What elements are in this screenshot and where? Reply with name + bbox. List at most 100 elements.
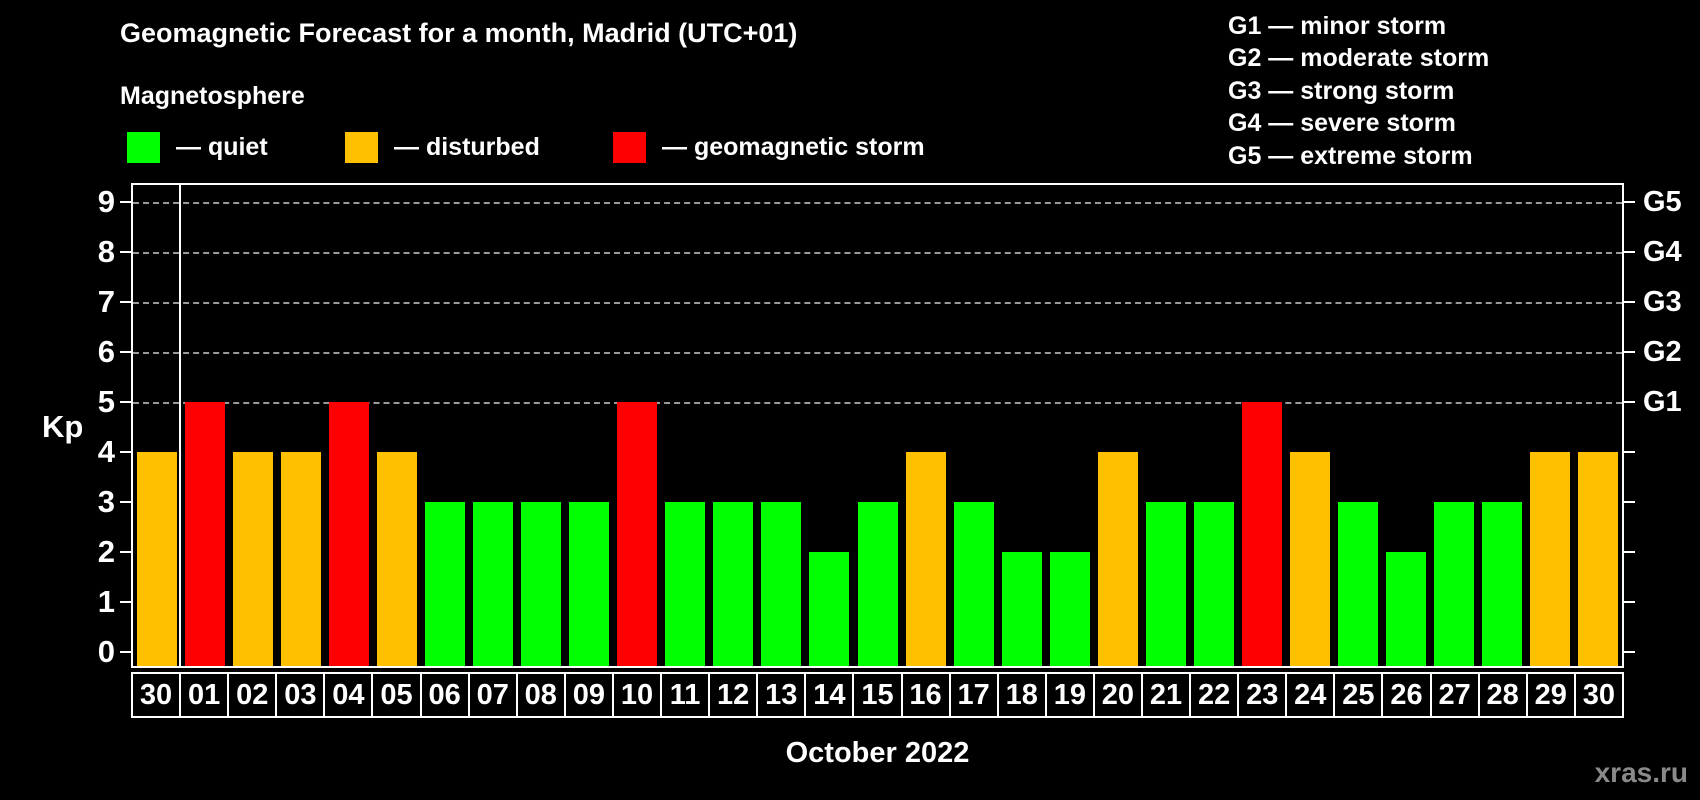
kp-bar-day-04 (329, 402, 370, 666)
x-axis-day-labels: 30 01 02 03 04 05 06 07 08 09 10 11 12 13 14 15 16 17 18 19… (131, 672, 1624, 718)
kp-bar-day-03 (281, 452, 322, 666)
y-tick-mark-left-0 (120, 651, 131, 653)
day-cell-04: 04 (323, 672, 372, 718)
kp-bar-day-30 (137, 452, 178, 666)
y-tick-mark-left-2 (120, 551, 131, 553)
y-tick-mark-right-4 (1624, 451, 1635, 453)
kp-bar-day-27 (1433, 502, 1474, 666)
y-tick-mark-right-2 (1624, 551, 1635, 553)
day-cell-30: 30 (1573, 672, 1624, 718)
kp-bar-day-13 (761, 502, 802, 666)
right-axis-label-G2: G2 (1643, 336, 1682, 368)
day-cell-26: 26 (1381, 672, 1430, 718)
y-tick-label-4: 4 (97, 434, 115, 469)
y-tick-mark-left-7 (120, 301, 131, 303)
right-axis-label-G5: G5 (1643, 186, 1682, 218)
right-axis-label-G3: G3 (1643, 286, 1682, 318)
y-axis-title: Kp (42, 409, 84, 444)
disturbed-swatch-icon (345, 131, 378, 163)
y-tick-mark-left-3 (120, 501, 131, 503)
legend-label-quiet: — quiet (176, 132, 268, 161)
day-cell-05: 05 (371, 672, 420, 718)
y-tick-mark-left-8 (120, 251, 131, 253)
day-cell-29: 29 (1525, 672, 1574, 718)
y-tick-mark-right-0 (1624, 651, 1635, 653)
y-tick-label-9: 9 (97, 184, 115, 219)
legend-item-quiet: — quiet (127, 131, 268, 163)
page-title: Geomagnetic Forecast for a month, Madrid… (120, 18, 798, 48)
day-cell-27: 27 (1429, 672, 1478, 718)
y-tick-mark-left-9 (120, 201, 131, 203)
day-cell-21: 21 (1140, 672, 1190, 718)
kp-bar-day-21 (1145, 502, 1186, 666)
quiet-swatch-icon (127, 131, 160, 163)
kp-bar-day-20 (1097, 452, 1138, 666)
day-cell-11: 11 (660, 672, 709, 718)
day-cell-08: 08 (515, 672, 564, 718)
kp-bar-day-02 (233, 452, 274, 666)
day-cell-10: 10 (611, 672, 661, 718)
gridline-kp9 (133, 202, 1622, 204)
plot-area (131, 183, 1624, 668)
y-tick-label-8: 8 (97, 234, 115, 269)
day-cell-25: 25 (1333, 672, 1382, 718)
day-cell-02: 02 (227, 672, 276, 718)
gridline-kp8 (133, 252, 1622, 254)
y-tick-label-1: 1 (97, 584, 115, 619)
day-cell-22: 22 (1189, 672, 1238, 718)
kp-bar-day-10 (617, 402, 658, 666)
legend-item-storm: — geomagnetic storm (613, 131, 925, 163)
y-tick-mark-right-6 (1624, 351, 1635, 353)
y-tick-mark-right-3 (1624, 501, 1635, 503)
y-tick-mark-right-8 (1624, 251, 1635, 253)
y-tick-label-0: 0 (97, 634, 115, 669)
g-scale-legend: G1 — minor storm G2 — moderate storm G3 — … (1228, 10, 1489, 172)
day-cell-16: 16 (900, 672, 949, 718)
gridline-kp6 (133, 352, 1622, 354)
g-legend-line-5: G5 — extreme storm (1228, 141, 1473, 170)
y-tick-label-6: 6 (97, 334, 115, 369)
day-cell-07: 07 (467, 672, 516, 718)
kp-bar-day-17 (953, 502, 994, 666)
y-tick-mark-left-1 (120, 601, 131, 603)
day-cell-01: 01 (179, 672, 228, 718)
y-tick-label-3: 3 (97, 484, 115, 519)
kp-bar-day-23 (1241, 402, 1282, 666)
day-cell-09: 09 (563, 672, 612, 718)
kp-bar-day-14 (809, 552, 850, 666)
right-axis-label-G1: G1 (1643, 386, 1682, 418)
kp-bar-day-19 (1049, 552, 1090, 666)
y-tick-mark-left-5 (120, 401, 131, 403)
y-tick-label-2: 2 (97, 534, 115, 569)
kp-bar-day-30 (1577, 452, 1618, 666)
y-tick-mark-right-9 (1624, 201, 1635, 203)
y-tick-mark-right-5 (1624, 401, 1635, 403)
kp-bar-day-18 (1001, 552, 1042, 666)
day-cell-19: 19 (1044, 672, 1093, 718)
day-cell-15: 15 (852, 672, 901, 718)
legend-label-disturbed: — disturbed (394, 132, 540, 161)
right-axis-label-G4: G4 (1643, 236, 1682, 268)
day-cell-20: 20 (1092, 672, 1141, 718)
gridline-kp7 (133, 302, 1622, 304)
day-cell-13: 13 (756, 672, 805, 718)
kp-bar-day-09 (569, 502, 610, 666)
day-cell-12: 12 (708, 672, 757, 718)
g-legend-line-2: G2 — moderate storm (1228, 44, 1490, 73)
kp-bar-day-24 (1289, 452, 1330, 666)
y-tick-mark-left-6 (120, 351, 131, 353)
y-tick-label-7: 7 (97, 284, 115, 319)
y-tick-mark-right-1 (1624, 601, 1635, 603)
storm-swatch-icon (613, 131, 646, 163)
kp-bar-day-22 (1193, 502, 1234, 666)
kp-bar-day-05 (377, 452, 418, 666)
month-separator-line (179, 185, 182, 666)
gridline-kp5 (133, 402, 1622, 404)
g-legend-line-4: G4 — severe storm (1228, 109, 1456, 138)
kp-bar-day-07 (473, 502, 514, 666)
x-axis-title: October 2022 (785, 737, 970, 769)
day-cell-18: 18 (996, 672, 1045, 718)
kp-bar-day-25 (1337, 502, 1378, 666)
kp-bar-day-15 (857, 502, 898, 666)
